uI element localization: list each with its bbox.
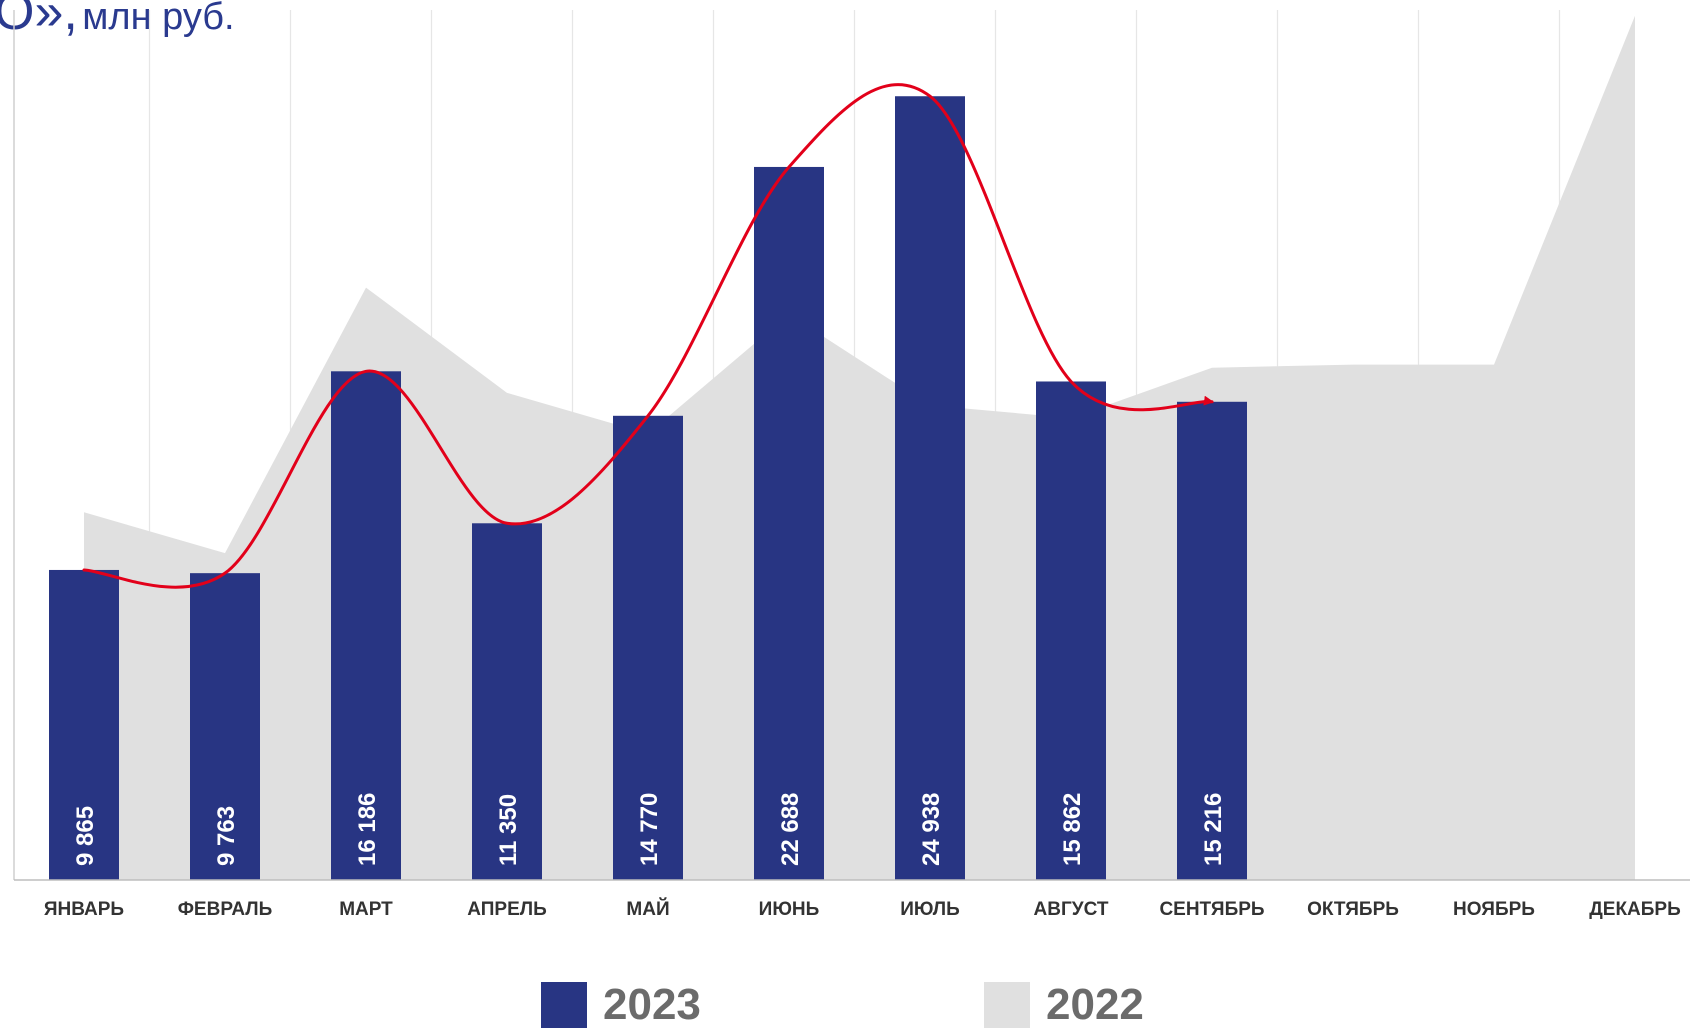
x-tick-label: АВГУСТ: [1034, 899, 1109, 920]
x-tick-label: ФЕВРАЛЬ: [178, 899, 273, 920]
x-tick-label: ИЮЛЬ: [900, 899, 960, 920]
legend-swatch-2023: [541, 982, 587, 1028]
bar-value-label: 9 763: [213, 806, 240, 866]
bar-value-label: 15 216: [1200, 793, 1227, 866]
title-quote: О»,: [0, 0, 78, 41]
legend-label-2023: 2023: [603, 980, 701, 1029]
bar-value-label: 15 862: [1059, 793, 1086, 866]
bar-4: [472, 523, 542, 880]
bar-value-label: 22 688: [777, 793, 804, 866]
bar-1: [49, 569, 119, 880]
trend-curve: [82, 83, 1214, 589]
bar-value-label: 14 770: [636, 793, 663, 866]
bar-5: [613, 415, 683, 880]
x-tick-label: СЕНТЯБРЬ: [1159, 899, 1264, 920]
x-tick-label: АПРЕЛЬ: [467, 899, 546, 920]
title-unit: млн руб.: [82, 0, 235, 38]
bar-8: [1036, 381, 1106, 880]
area-series-2022: [84, 15, 1635, 880]
trend-line: [82, 83, 1214, 589]
bar-3: [331, 371, 401, 880]
x-tick-label: МАЙ: [626, 898, 669, 920]
bar-value-label: 24 938: [918, 793, 945, 866]
legend-item-2023: 2023: [541, 980, 701, 1030]
chart-title-fragment: О», млн руб.: [0, 0, 235, 42]
x-tick-label: ИЮНЬ: [759, 899, 820, 920]
bar-value-label: 16 186: [354, 793, 381, 866]
x-tick-label: ОКТЯБРЬ: [1307, 899, 1399, 920]
bar-value-label: 9 865: [72, 806, 99, 866]
x-tick-label: ЯНВАРЬ: [44, 899, 124, 920]
bar-9: [1177, 401, 1247, 880]
x-tick-label: МАРТ: [339, 899, 393, 920]
x-axis: ЯНВАРЬ ФЕВРАЛЬ МАРТ АПРЕЛЬ МАЙ ИЮНЬ ИЮЛЬ АВГУСТ…: [14, 879, 1690, 920]
x-tick-label: НОЯБРЬ: [1453, 899, 1535, 920]
legend-label-2022: 2022: [1046, 980, 1144, 1029]
x-tick-label: ДЕКАБРЬ: [1589, 899, 1681, 920]
bar-series-2023: [49, 96, 1247, 881]
legend-swatch-2022: [984, 982, 1030, 1028]
bar-7: [895, 96, 965, 881]
bar-6: [754, 166, 824, 880]
bar-value-labels: 9 865 9 763 16 186 11 350 14 770 22 688 24 938…: [72, 793, 1227, 866]
bar-2: [190, 573, 260, 880]
legend-item-2022: 2022: [984, 980, 1144, 1030]
area-2022: [84, 15, 1635, 880]
bar-value-label: 11 350: [495, 794, 522, 866]
